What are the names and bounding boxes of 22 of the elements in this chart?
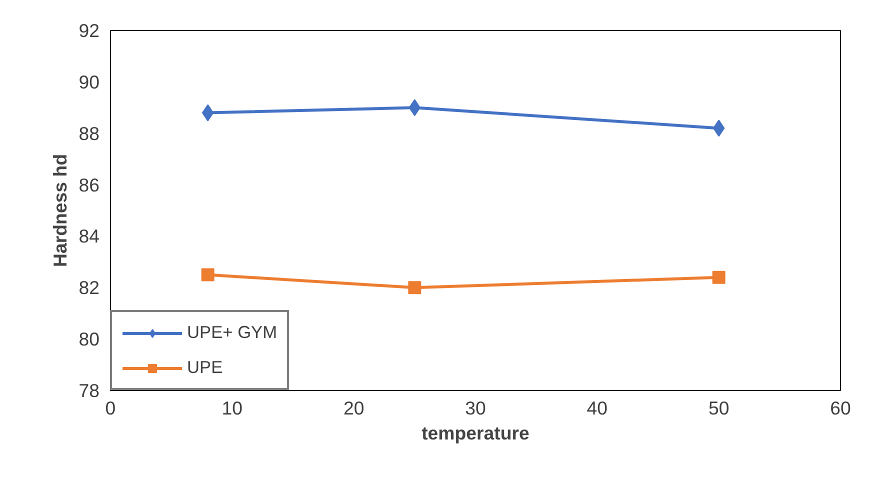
- y-axis-title: Hardness hd: [50, 154, 71, 267]
- point: [408, 281, 422, 294]
- x-tick-label: 0: [105, 398, 116, 418]
- y-tick-label: 80: [78, 328, 100, 350]
- legend-label: UPE: [187, 357, 223, 378]
- y-tick-label: 84: [78, 226, 100, 247]
- x-tick-label: 10: [222, 398, 243, 418]
- y-tick-label: 86: [78, 174, 100, 196]
- x-tick-label: 60: [830, 398, 851, 418]
- point: [712, 270, 726, 284]
- y-tick-label: 92: [78, 20, 100, 41]
- x-tick-label: 20: [343, 398, 364, 418]
- y-tick-label: 90: [78, 71, 100, 92]
- point: [201, 268, 214, 282]
- y-tick-label: 82: [78, 277, 100, 298]
- x-tick-label: 30: [465, 398, 486, 418]
- y-tick-label: 78: [78, 380, 100, 401]
- x-tick-label: 50: [708, 398, 730, 418]
- x-axis-title: temperature: [422, 422, 530, 444]
- x-tick-label: 40: [586, 398, 608, 418]
- legend-label: UPE+ GYM: [187, 322, 278, 343]
- y-tick-label: 88: [78, 122, 100, 144]
